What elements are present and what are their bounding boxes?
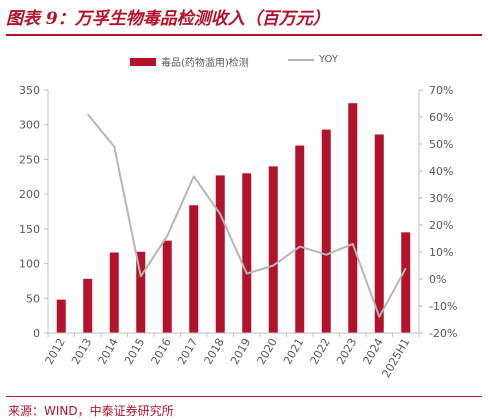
bar-2025H1 [401, 232, 411, 333]
legend-swatch-bar [130, 57, 156, 66]
legend-swatch-line [288, 58, 314, 61]
x-tick-label: 2024 [361, 336, 386, 367]
chart-plot: 0 50 100 150 200 250 300 350 -20% -10% 0% 10% 20% 30… [19, 84, 457, 380]
bar-2012 [56, 299, 66, 333]
left-tick-label: 150 [19, 223, 40, 236]
left-tick-label: 200 [19, 188, 40, 201]
x-tick-label: 2022 [308, 336, 333, 367]
x-tick-label: 2023 [334, 336, 359, 367]
x-tick-label: 2013 [69, 336, 94, 367]
bar-2024 [374, 134, 384, 333]
x-tick-label: 2020 [255, 336, 280, 367]
left-tick-label: 350 [19, 84, 40, 97]
bar-2019 [242, 173, 252, 333]
title-divider [6, 34, 482, 36]
right-tick-label: 40% [429, 165, 453, 178]
bar-2018 [215, 175, 225, 333]
x-tick-label: 2012 [43, 336, 68, 367]
yoy-line [87, 113, 407, 318]
x-tick-label: 2014 [96, 336, 121, 367]
bar-2013 [83, 278, 93, 333]
left-tick-label: 300 [19, 119, 40, 132]
bar-2014 [109, 252, 119, 333]
right-tick-label: 0% [429, 273, 446, 286]
bar-2015 [136, 251, 146, 333]
x-tick-label: 2021 [281, 336, 306, 367]
right-tick-label: 50% [429, 138, 453, 151]
left-tick-label: 0 [33, 327, 40, 340]
legend-item-bar: 毒品(药物滥用)检测 [130, 54, 249, 69]
right-tick-label: 60% [429, 111, 453, 124]
x-tick-label: 2019 [228, 336, 253, 367]
legend-label-line: YOY [319, 54, 338, 65]
bar-2023 [348, 103, 358, 333]
bar-2016 [162, 240, 172, 333]
left-tick-label: 100 [19, 258, 40, 271]
source-note: 来源：WIND，中泰证券研究所 [8, 404, 174, 418]
legend-item-line: YOY [288, 54, 338, 65]
right-tick-label: 10% [429, 246, 453, 259]
x-tick-label: 2015 [122, 336, 147, 367]
bar-2021 [295, 145, 305, 333]
source-divider [6, 396, 482, 397]
bar-2020 [268, 166, 278, 333]
chart-title: 图表 9：万孚生物毒品检测收入（百万元） [6, 9, 330, 29]
left-tick-label: 250 [19, 153, 40, 166]
left-tick-label: 50 [26, 292, 40, 305]
right-tick-label: -10% [429, 300, 457, 313]
x-tick-label: 2018 [202, 336, 227, 367]
right-tick-label: 20% [429, 219, 453, 232]
chart-legend: 毒品(药物滥用)检测 YOY [0, 50, 488, 70]
right-tick-label: 30% [429, 192, 453, 205]
x-tick-label: 2017 [175, 336, 200, 367]
right-tick-label: 70% [429, 84, 453, 97]
legend-label-bar: 毒品(药物滥用)检测 [161, 58, 249, 69]
bar-2017 [189, 205, 199, 333]
bar-2022 [321, 129, 331, 333]
x-tick-label: 2016 [149, 336, 174, 367]
right-tick-label: -20% [429, 327, 457, 340]
